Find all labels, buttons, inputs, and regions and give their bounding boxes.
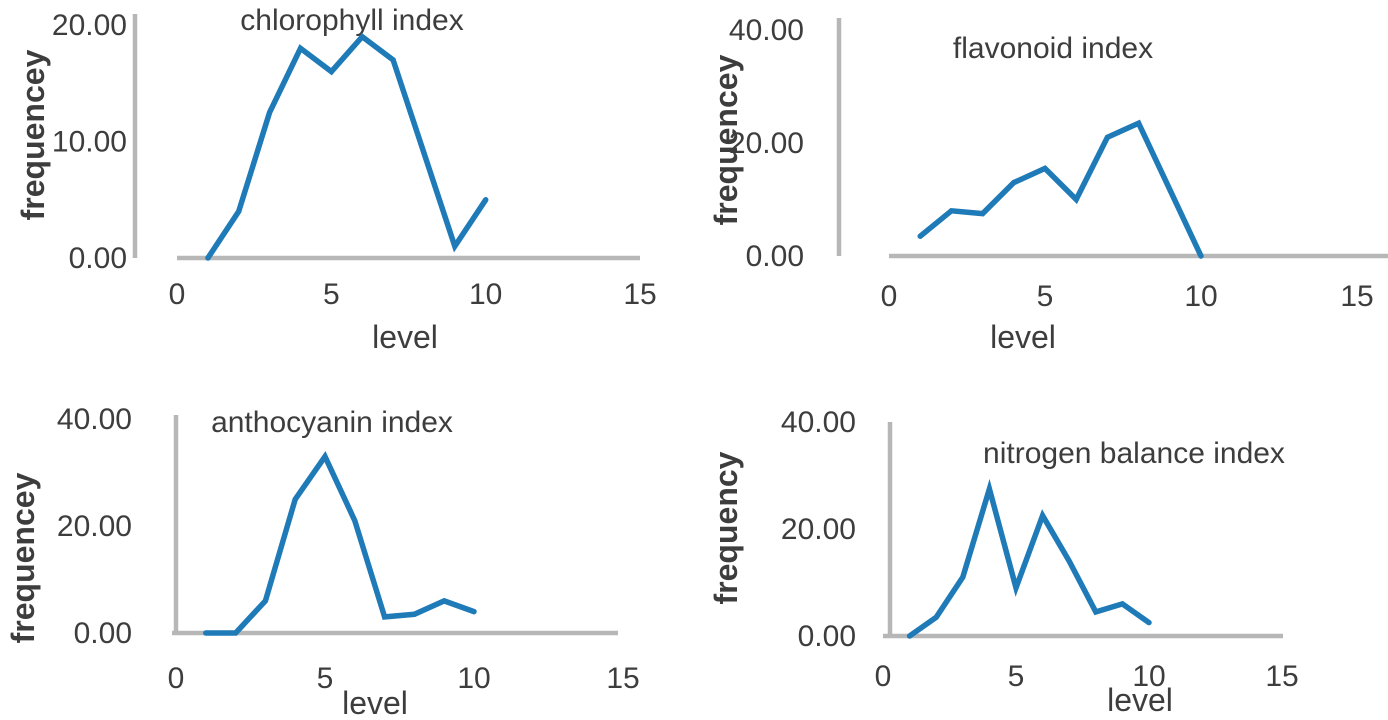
x-tick-label: 0	[169, 278, 186, 311]
y-axis-title: frequencey	[15, 49, 51, 220]
chart-title: nitrogen balance index	[983, 437, 1285, 470]
chart-chlorophyll-index: 0.00 10.00 20.00 0 5 10 15 chlorophyll index lev…	[15, 4, 657, 355]
x-tick-label: 15	[1340, 280, 1373, 313]
x-tick-label: 0	[881, 280, 898, 313]
x-tick-label: 10	[1132, 660, 1165, 693]
chart-panel-chlorophyll-index: 0.00 10.00 20.00 0 5 10 15 chlorophyll index lev…	[0, 0, 694, 360]
chart-anthocyanin-index: 0.00 20.00 40.00 0 5 10 15 anthocyanin index lev…	[5, 403, 640, 720]
y-tick-label: 0.00	[746, 240, 804, 273]
y-axis-title: frequency	[708, 451, 744, 604]
y-tick-label: 0.00	[798, 620, 856, 653]
y-tick-label: 20.00	[57, 510, 132, 543]
data-series-line	[205, 32, 489, 261]
x-tick-label: 10	[457, 662, 490, 695]
x-axis-title: level	[342, 685, 408, 720]
y-tick-label: 20.00	[729, 127, 804, 160]
x-tick-label: 5	[317, 662, 334, 695]
y-tick-label: 20.00	[781, 513, 856, 546]
y-tick-label: 20.00	[52, 9, 127, 42]
y-tick-label: 0.00	[69, 242, 127, 275]
chart-title: anthocyanin index	[211, 406, 453, 439]
x-tick-label: 5	[323, 278, 340, 311]
x-tick-label: 5	[1037, 280, 1054, 313]
x-tick-label: 10	[469, 278, 502, 311]
chart-panel-anthocyanin-index: 0.00 20.00 40.00 0 5 10 15 anthocyanin index lev…	[0, 360, 694, 720]
x-axis-title: level	[990, 319, 1056, 355]
y-axis-title: frequencey	[5, 472, 41, 643]
data-series-line	[203, 450, 477, 636]
y-axis-title: frequencey	[708, 54, 744, 225]
x-tick-label: 0	[875, 660, 892, 693]
y-tick-label: 40.00	[781, 406, 856, 439]
chart-nitrogen-balance-index: 0.00 20.00 40.00 0 5 10 15 nitrogen balance ind…	[708, 406, 1299, 718]
y-tick-label: 40.00	[57, 403, 132, 436]
chart-panel-flavonoid-index: 0.00 20.00 40.00 0 5 10 15 flavonoid index level…	[694, 0, 1388, 360]
data-series-line	[917, 119, 1204, 259]
x-tick-label: 5	[1008, 660, 1025, 693]
chart-panel-nitrogen-balance-index: 0.00 20.00 40.00 0 5 10 15 nitrogen balance ind…	[694, 360, 1388, 720]
x-tick-label: 15	[1265, 660, 1298, 693]
data-series-line	[906, 478, 1152, 639]
x-axis-title: level	[372, 319, 438, 355]
y-tick-label: 40.00	[729, 14, 804, 47]
x-tick-label: 15	[623, 278, 656, 311]
chart-title: chlorophyll index	[240, 4, 463, 37]
chart-flavonoid-index: 0.00 20.00 40.00 0 5 10 15 flavonoid index level…	[708, 14, 1388, 355]
y-tick-label: 0.00	[74, 617, 132, 650]
x-tick-label: 0	[168, 662, 185, 695]
chart-title: flavonoid index	[953, 32, 1153, 65]
x-tick-label: 10	[1184, 280, 1217, 313]
x-axis-title: level	[1107, 682, 1173, 718]
x-tick-label: 15	[606, 662, 639, 695]
y-tick-label: 10.00	[52, 126, 127, 159]
